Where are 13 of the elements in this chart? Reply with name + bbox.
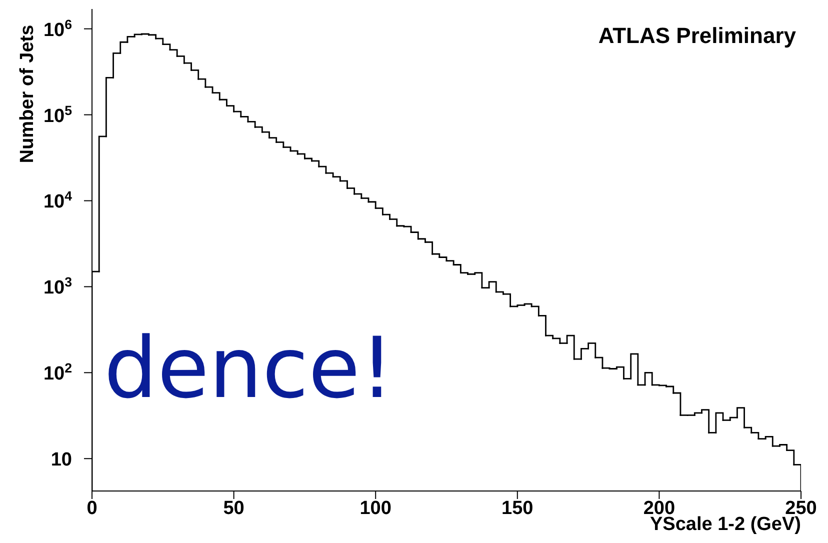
x-tick-label: 0 [86,498,98,519]
y-tick-label: 10$^{4}$ [43,188,73,213]
y-tick-label: 10$^{6}$ [43,16,72,41]
annotation: dence! [104,319,394,417]
y-axis-title: Number of Jets [17,24,39,164]
y-tick-label: 10 [50,450,72,471]
x-tick-label: 150 [502,498,534,519]
y-tick-label: 10$^{3}$ [43,274,72,299]
y-tick-label: 10$^{2}$ [43,360,72,385]
x-tick-label: 100 [360,498,392,519]
y-tick-label: 10$^{5}$ [43,102,73,127]
annotation: ATLAS Preliminary [598,23,796,48]
x-tick-label: 50 [223,498,244,519]
